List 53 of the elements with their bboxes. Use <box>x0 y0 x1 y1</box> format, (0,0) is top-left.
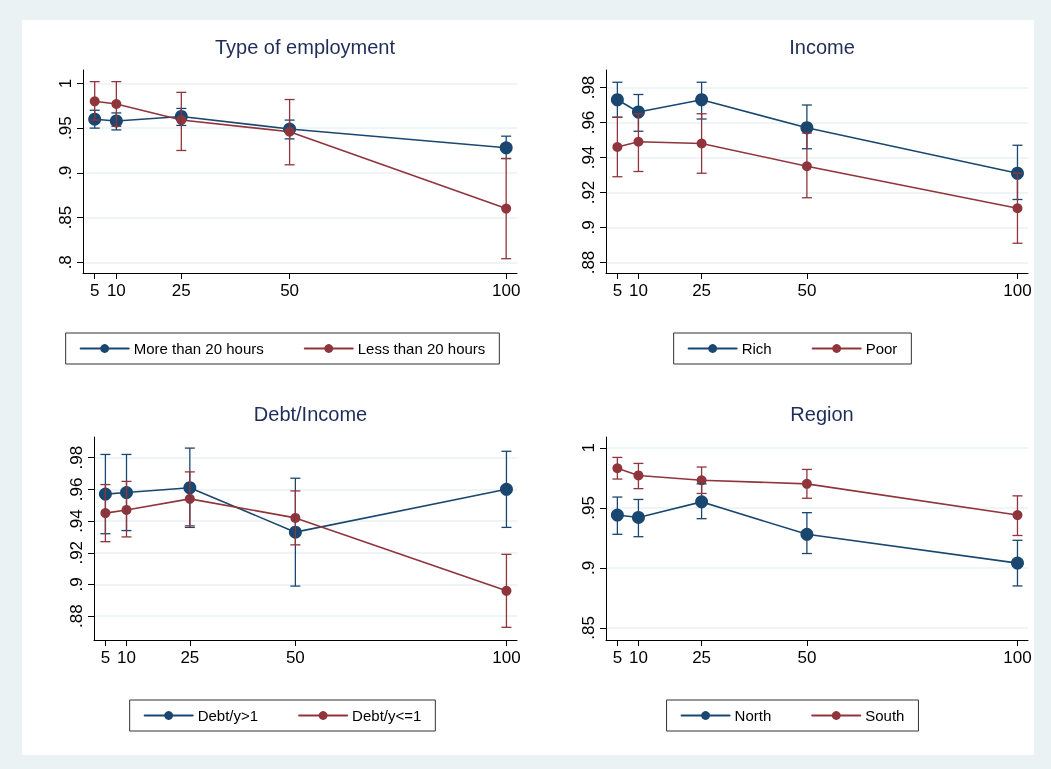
chart-title: Debt/Income <box>253 403 368 425</box>
x-tick-label: 25 <box>171 281 191 300</box>
y-tick-label: .8 <box>56 255 75 270</box>
y-tick-label: .88 <box>67 604 86 629</box>
legend-label: Debt/y>1 <box>197 707 259 724</box>
y-tick-label: .94 <box>67 509 86 533</box>
y-tick-label: .92 <box>579 180 598 205</box>
y-tick-label: .92 <box>67 540 86 565</box>
y-tick-label: .9 <box>579 220 598 235</box>
x-tick-label: 100 <box>1003 648 1032 667</box>
y-tick-label: .9 <box>67 577 86 592</box>
y-tick-label: .85 <box>56 205 75 230</box>
y-tick-label: .98 <box>67 445 86 470</box>
chart-title: Region <box>790 403 854 425</box>
y-tick-label: .9 <box>579 560 598 576</box>
x-tick-label: 10 <box>628 648 648 667</box>
chart-title: Type of employment <box>214 36 396 58</box>
y-tick-label: .95 <box>56 116 75 140</box>
y-tick-label: .96 <box>579 110 598 135</box>
x-tick-label: 5 <box>612 281 623 300</box>
x-tick-label: 50 <box>797 281 817 300</box>
x-tick-label: 10 <box>628 281 648 300</box>
legend-label: Debt/y<=1 <box>352 707 422 724</box>
legend-label: More than 20 hours <box>133 340 264 357</box>
legend-label: South <box>865 707 905 724</box>
x-tick-label: 10 <box>106 281 126 300</box>
legend-label: North <box>734 707 772 724</box>
x-tick-label: 5 <box>89 281 100 300</box>
y-tick-label: .88 <box>579 250 598 275</box>
x-tick-label: 100 <box>492 648 521 667</box>
x-tick-label: 10 <box>117 648 136 667</box>
x-tick-label: 5 <box>612 648 623 667</box>
legend-label: Rich <box>741 340 772 357</box>
x-tick-label: 5 <box>100 648 111 667</box>
y-tick-label: .95 <box>579 496 598 520</box>
x-tick-label: 100 <box>1003 281 1032 300</box>
chart-title: Income <box>789 36 855 58</box>
x-tick-label: 50 <box>797 648 817 667</box>
y-tick-label: .94 <box>579 145 598 170</box>
y-tick-label: .98 <box>579 75 598 100</box>
x-tick-label: 25 <box>692 648 712 667</box>
y-tick-label: .96 <box>67 477 86 502</box>
x-tick-label: 50 <box>285 648 305 667</box>
legend-label: Poor <box>865 340 898 357</box>
x-tick-label: 25 <box>180 648 200 667</box>
y-tick-label: .9 <box>56 165 75 180</box>
x-tick-label: 100 <box>491 281 521 300</box>
x-tick-label: 25 <box>692 281 712 300</box>
y-tick-label: .85 <box>579 616 598 640</box>
legend-label: Less than 20 hours <box>357 340 486 357</box>
y-tick-label: 1 <box>579 443 598 453</box>
x-tick-label: 50 <box>280 281 300 300</box>
y-tick-label: 1 <box>56 78 75 89</box>
